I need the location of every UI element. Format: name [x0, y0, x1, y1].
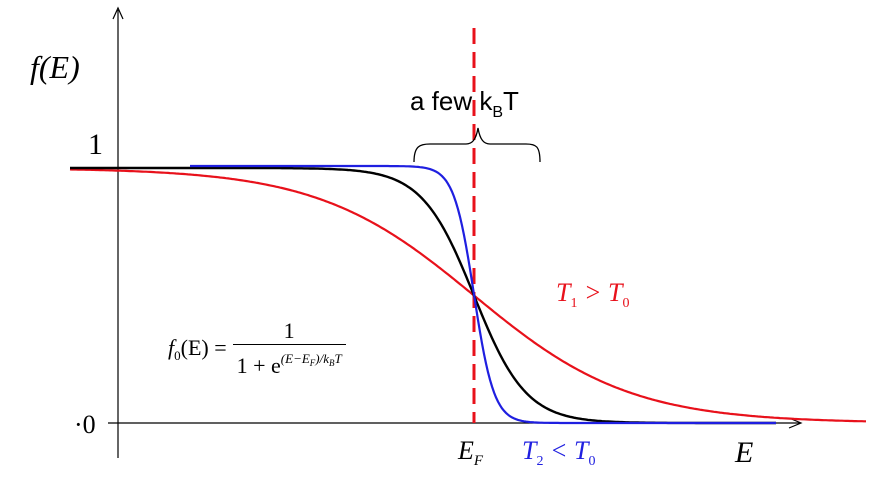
kbt-label: a few kBT: [410, 86, 519, 121]
fermi-energy-label: EF: [457, 436, 484, 469]
y-axis-arrow: [112, 6, 124, 20]
curve-reference-temperature: [70, 166, 776, 425]
formula-lhs: f0(E) =: [168, 334, 227, 363]
low-temperature-label: T2 < T0: [522, 436, 595, 469]
curve-low-temperature: [190, 164, 776, 425]
high-temperature-label: T1 > T0: [556, 278, 629, 311]
fraction-bar: [232, 344, 346, 345]
kbt-brace: [413, 127, 541, 163]
tick-label-zero: ·0: [74, 410, 96, 439]
fermi-dirac-formula: f0(E) = 1 1 + e(E−EF)/kBT: [168, 318, 346, 380]
x-axis-label: E: [734, 436, 753, 469]
formula-fraction: 1 1 + e(E−EF)/kBT: [232, 318, 346, 380]
tick-label-one: 1: [88, 128, 103, 161]
y-axis-label: f(E): [30, 49, 80, 85]
formula-denominator: 1 + e(E−EF)/kBT: [236, 351, 342, 378]
formula-numerator: 1: [283, 318, 295, 343]
curve-high-temperature: [69, 168, 866, 423]
